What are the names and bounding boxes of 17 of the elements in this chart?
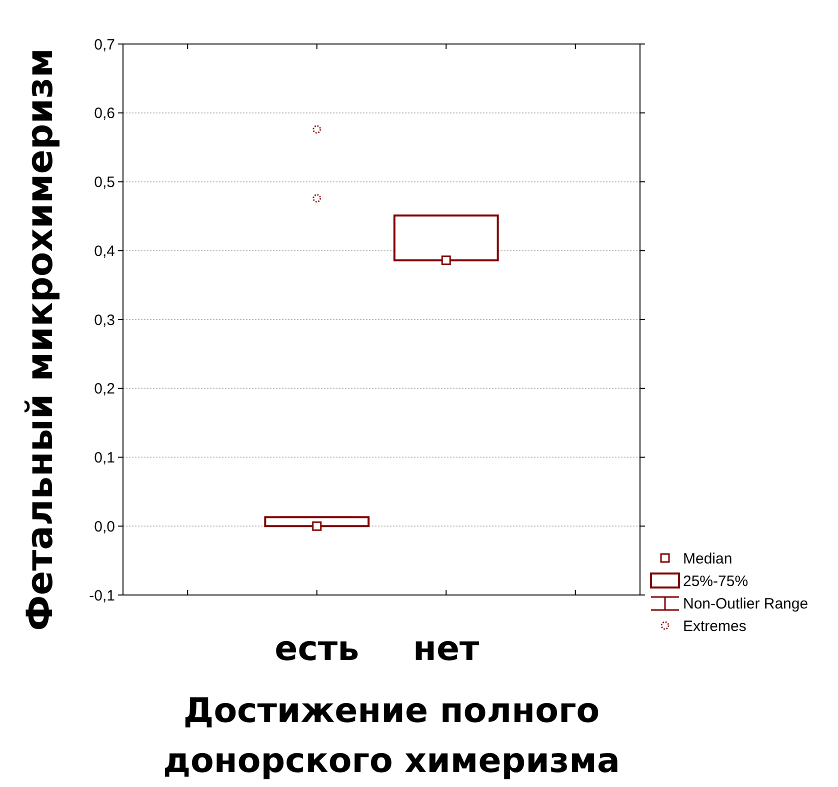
- y-tick-label: 0,4: [94, 242, 115, 260]
- y-tick-label: 0,3: [94, 312, 115, 329]
- y-tick-label: -0,1: [89, 587, 115, 604]
- text: Median: [683, 550, 732, 568]
- y-tick-label: 0,2: [94, 380, 115, 398]
- y-tick-label: 0,0: [94, 518, 115, 536]
- text: Non-Outlier Range: [683, 595, 808, 612]
- y-tick-label: 0,7: [94, 36, 115, 54]
- text: 25%-75%: [683, 572, 748, 590]
- y-axis-title: Фетальный микрохимеризм: [20, 48, 61, 631]
- y-tick-label: 0,5: [94, 174, 115, 191]
- x-tick-label: нет: [412, 629, 480, 669]
- x-tick-label: есть: [274, 629, 360, 669]
- y-tick-label: 0,6: [94, 105, 115, 122]
- y-tick-label: 0,1: [94, 450, 115, 466]
- x-axis-title: Достижение полного донорского химеризма: [163, 691, 620, 781]
- text: Extremes: [683, 618, 746, 635]
